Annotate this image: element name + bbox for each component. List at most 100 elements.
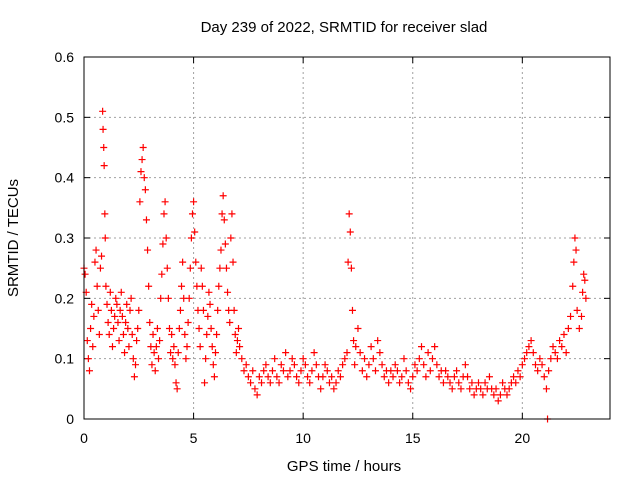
data-point bbox=[512, 379, 520, 387]
data-point bbox=[152, 343, 160, 351]
data-point bbox=[117, 288, 125, 296]
data-point bbox=[404, 379, 412, 387]
data-point bbox=[345, 210, 353, 218]
y-tick-label: 0.4 bbox=[55, 170, 75, 186]
data-point bbox=[209, 361, 217, 369]
data-point bbox=[470, 391, 478, 399]
data-point bbox=[174, 349, 182, 357]
data-point bbox=[571, 234, 579, 242]
data-point bbox=[101, 210, 109, 218]
data-point bbox=[505, 385, 513, 393]
data-point bbox=[529, 349, 537, 357]
data-point bbox=[389, 373, 397, 381]
data-point bbox=[99, 125, 107, 133]
data-point bbox=[304, 373, 312, 381]
data-point bbox=[400, 355, 408, 363]
data-point bbox=[242, 361, 250, 369]
data-point bbox=[264, 373, 272, 381]
data-point bbox=[321, 361, 329, 369]
data-point bbox=[271, 355, 279, 363]
data-point bbox=[149, 331, 157, 339]
data-point bbox=[343, 349, 351, 357]
data-point bbox=[244, 373, 252, 381]
data-point bbox=[558, 343, 566, 351]
data-point bbox=[328, 373, 336, 381]
data-point bbox=[205, 288, 213, 296]
data-point bbox=[100, 162, 108, 170]
data-point bbox=[218, 210, 226, 218]
data-point bbox=[107, 306, 115, 314]
data-point bbox=[310, 349, 318, 357]
data-point bbox=[567, 312, 575, 320]
data-point bbox=[91, 258, 99, 266]
data-point bbox=[195, 325, 203, 332]
data-point bbox=[156, 337, 164, 345]
y-axis-label: SRMTID / TECUs bbox=[5, 179, 22, 297]
data-point bbox=[119, 331, 127, 339]
data-point bbox=[334, 367, 342, 375]
y-tick-label: 0.2 bbox=[55, 290, 75, 306]
data-point bbox=[299, 355, 307, 363]
data-point bbox=[212, 349, 219, 357]
data-point bbox=[547, 355, 555, 363]
data-point bbox=[396, 379, 404, 387]
data-point bbox=[228, 210, 236, 218]
data-point bbox=[317, 385, 325, 393]
data-point bbox=[220, 216, 228, 224]
data-point bbox=[137, 168, 145, 176]
y-tick-label: 0 bbox=[66, 411, 74, 427]
data-point bbox=[222, 264, 230, 272]
data-point bbox=[108, 343, 116, 351]
data-point bbox=[350, 337, 358, 345]
data-point bbox=[378, 361, 386, 369]
data-point bbox=[104, 318, 112, 326]
data-point bbox=[221, 240, 229, 248]
data-point bbox=[210, 373, 218, 381]
data-point bbox=[439, 379, 447, 387]
data-point bbox=[341, 355, 349, 363]
data-point bbox=[106, 288, 114, 296]
data-point bbox=[361, 355, 369, 363]
data-point bbox=[461, 361, 469, 369]
data-point bbox=[161, 198, 169, 206]
data-point bbox=[413, 367, 421, 375]
data-point bbox=[477, 385, 485, 393]
data-point bbox=[170, 343, 178, 351]
y-tick-label: 0.3 bbox=[55, 230, 75, 246]
data-point bbox=[158, 270, 166, 278]
data-point bbox=[110, 325, 118, 332]
data-point bbox=[224, 288, 232, 296]
data-point bbox=[163, 264, 171, 272]
data-point bbox=[90, 312, 98, 320]
data-point bbox=[201, 379, 209, 387]
data-point bbox=[279, 367, 287, 375]
data-point bbox=[301, 361, 309, 369]
data-point bbox=[142, 216, 150, 224]
data-point bbox=[572, 246, 580, 254]
data-point bbox=[490, 391, 498, 399]
data-point bbox=[325, 379, 333, 387]
data-point bbox=[123, 300, 131, 308]
data-point bbox=[306, 379, 314, 387]
data-point bbox=[118, 312, 126, 320]
data-point bbox=[184, 318, 192, 326]
data-point bbox=[385, 379, 393, 387]
x-tick-label: 20 bbox=[515, 430, 531, 446]
data-point bbox=[206, 300, 214, 308]
data-point bbox=[523, 349, 531, 357]
data-point bbox=[135, 306, 143, 314]
data-point bbox=[121, 349, 129, 357]
data-point bbox=[387, 367, 395, 375]
data-point bbox=[492, 385, 500, 393]
data-point bbox=[510, 373, 518, 381]
data-point bbox=[159, 240, 167, 248]
data-point bbox=[255, 373, 263, 381]
data-point bbox=[148, 361, 156, 369]
data-point bbox=[230, 306, 238, 314]
data-point bbox=[273, 373, 281, 381]
data-point bbox=[133, 337, 141, 345]
data-point bbox=[183, 343, 191, 351]
data-point bbox=[102, 282, 110, 290]
data-point bbox=[312, 361, 320, 369]
data-point bbox=[374, 337, 382, 345]
